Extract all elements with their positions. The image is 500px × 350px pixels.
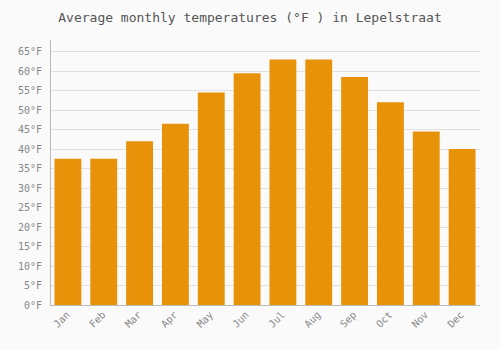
svg-text:60°F: 60°F	[18, 66, 42, 77]
svg-text:0°F: 0°F	[24, 300, 42, 311]
svg-text:10°F: 10°F	[18, 261, 42, 272]
svg-text:Nov: Nov	[410, 309, 431, 330]
svg-text:Jul: Jul	[266, 309, 287, 330]
svg-text:30°F: 30°F	[18, 183, 42, 194]
svg-text:Jun: Jun	[230, 309, 251, 330]
svg-text:Mar: Mar	[123, 309, 144, 330]
svg-text:55°F: 55°F	[18, 85, 42, 96]
svg-text:May: May	[195, 309, 216, 330]
svg-text:5°F: 5°F	[24, 280, 42, 291]
svg-text:35°F: 35°F	[18, 163, 42, 174]
svg-text:40°F: 40°F	[18, 144, 42, 155]
svg-text:Aug: Aug	[302, 309, 323, 330]
svg-text:15°F: 15°F	[18, 241, 42, 252]
svg-text:Average monthly temperatures (: Average monthly temperatures (°F ) in Le…	[58, 10, 442, 25]
svg-text:Jan: Jan	[51, 309, 72, 330]
svg-text:Apr: Apr	[159, 309, 180, 330]
svg-text:25°F: 25°F	[18, 202, 42, 213]
svg-text:Feb: Feb	[87, 309, 108, 330]
svg-text:Sep: Sep	[338, 309, 359, 330]
svg-text:65°F: 65°F	[18, 46, 42, 57]
svg-text:50°F: 50°F	[18, 105, 42, 116]
svg-text:Dec: Dec	[445, 309, 466, 330]
svg-text:45°F: 45°F	[18, 124, 42, 135]
svg-text:Oct: Oct	[374, 309, 395, 330]
svg-text:20°F: 20°F	[18, 222, 42, 233]
